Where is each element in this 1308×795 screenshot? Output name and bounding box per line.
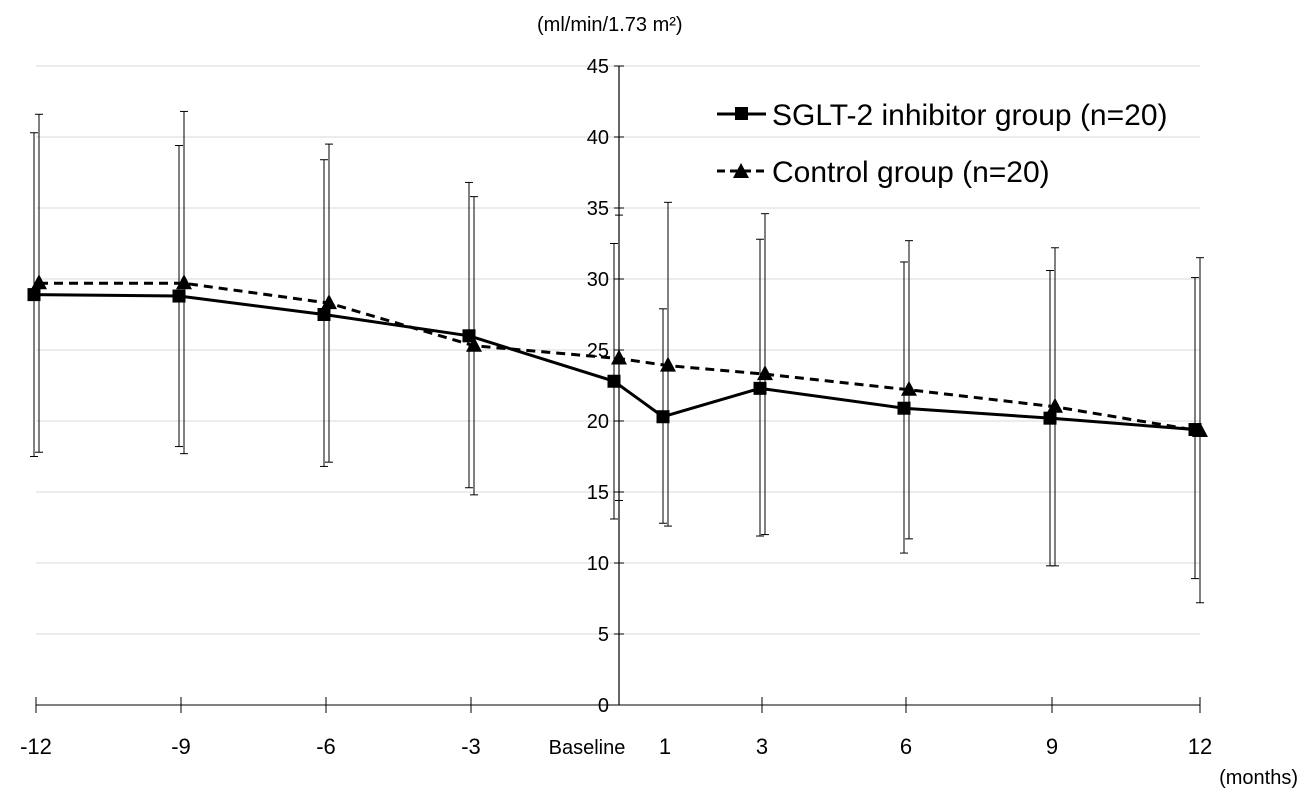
x-tick-labels: -12 -9 -6 -3 Baseline 1 3 6 9 12 <box>20 734 1212 759</box>
legend-triangle-marker <box>733 163 749 178</box>
y-tick-labels: 0 5 10 15 20 25 30 35 40 45 <box>587 56 609 717</box>
square-marker <box>27 288 41 302</box>
series-lines <box>33 281 1201 433</box>
triangle-marker <box>1192 421 1208 437</box>
x-tick-label: -9 <box>171 734 191 759</box>
legend-label-control: Control group (n=20) <box>772 156 1050 189</box>
triangle-marker <box>176 274 192 290</box>
y-tick-label: 15 <box>587 482 609 504</box>
x-tick-label: 9 <box>1046 734 1058 759</box>
x-tick-label: -12 <box>20 734 52 759</box>
x-tick-label: 12 <box>1188 734 1212 759</box>
square-marker <box>172 289 186 303</box>
square-marker <box>607 374 621 388</box>
triangle-marker <box>1047 397 1063 413</box>
y-axis-unit-label: (ml/min/1.73 m²) <box>537 14 683 36</box>
legend-label-sglt2: SGLT-2 inhibitor group (n=20) <box>772 99 1168 132</box>
triangle-marker <box>31 274 47 290</box>
y-tick-label: 40 <box>587 127 609 149</box>
y-tick-label: 30 <box>587 269 609 291</box>
square-marker <box>656 410 670 424</box>
triangle-marker <box>757 365 773 381</box>
x-tick-label: Baseline <box>549 737 626 759</box>
square-marker <box>462 329 476 343</box>
x-axis-unit-label: (months) <box>1219 767 1298 789</box>
y-tick-label: 35 <box>587 198 609 220</box>
legend: SGLT-2 inhibitor group (n=20) Control gr… <box>717 99 1168 189</box>
y-tick-label: 5 <box>598 624 609 646</box>
series-markers <box>27 274 1208 437</box>
triangle-marker <box>466 336 482 352</box>
y-tick-label: 45 <box>587 56 609 78</box>
y-tick-label: 10 <box>587 553 609 575</box>
x-tick-label: 1 <box>659 734 671 759</box>
x-tick-label: 6 <box>900 734 912 759</box>
legend-entry-control: Control group (n=20) <box>717 156 1050 189</box>
triangle-marker <box>611 349 627 365</box>
legend-entry-sglt2: SGLT-2 inhibitor group (n=20) <box>717 99 1168 132</box>
triangle-marker <box>901 380 917 396</box>
series-line <box>33 293 1196 432</box>
x-tick-label: -3 <box>461 734 481 759</box>
triangle-marker <box>321 294 337 310</box>
x-tick-label: -6 <box>316 734 336 759</box>
y-tick-label: 0 <box>598 695 609 717</box>
square-marker <box>1043 411 1057 425</box>
square-marker <box>753 381 767 395</box>
series-line <box>39 281 1201 433</box>
y-tick-label: 25 <box>587 340 609 362</box>
square-marker <box>897 401 911 415</box>
square-marker <box>317 308 331 321</box>
triangle-marker <box>660 356 676 372</box>
legend-square-marker <box>735 107 748 120</box>
y-tick-label: 20 <box>587 411 609 433</box>
x-tick-label: 3 <box>756 734 768 759</box>
